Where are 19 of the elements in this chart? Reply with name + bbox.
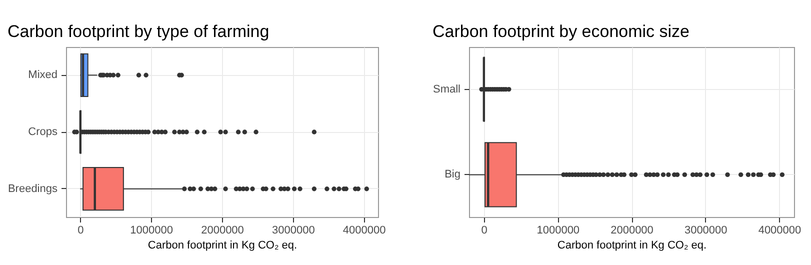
x-tick-label: 2000000 <box>201 224 244 236</box>
x-axis-title: Carbon footprint in Kg CO₂ eq. <box>148 240 298 252</box>
y-tick-label: Breedings <box>8 182 58 195</box>
y-tick-label: Small <box>432 83 460 96</box>
x-tick-label: 2000000 <box>610 224 654 236</box>
x-tick-label: 0 <box>481 224 488 236</box>
y-tick-label: Big <box>444 168 460 181</box>
x-tick-label: 1000000 <box>536 224 580 236</box>
x-axis-title: Carbon footprint in Kg CO₂ eq. <box>557 240 707 252</box>
x-tick-label: 3000000 <box>272 224 315 236</box>
x-tick-label: 1000000 <box>130 224 174 236</box>
x-tick-label: 3000000 <box>684 224 728 236</box>
y-tick-label: Mixed <box>28 69 58 82</box>
y-tick-label: Crops <box>28 126 58 138</box>
x-tick-label: 4000000 <box>342 224 386 236</box>
chart-title: Carbon footprint by economic size <box>432 22 690 41</box>
chart-title: Carbon footprint by type of farming <box>7 22 270 41</box>
x-tick-label: 4000000 <box>758 224 802 236</box>
x-tick-label: 0 <box>78 224 84 236</box>
